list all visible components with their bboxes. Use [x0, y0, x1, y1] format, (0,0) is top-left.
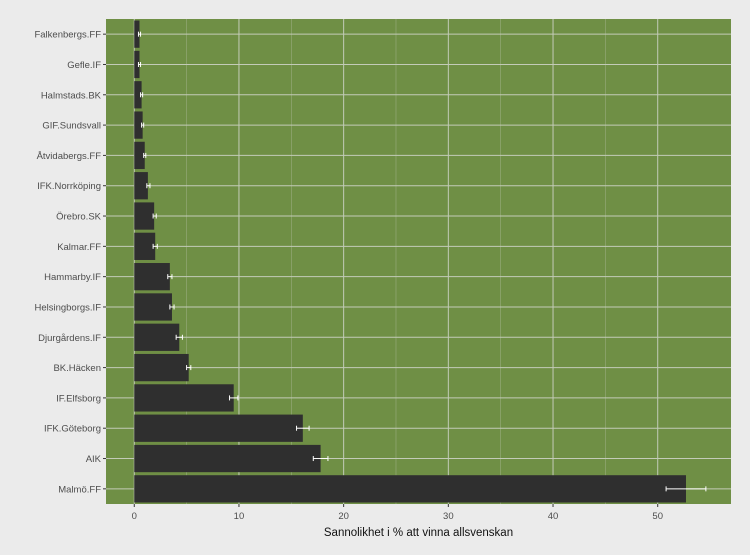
- y-tick-label: Gefle.IF: [67, 60, 101, 71]
- y-tick-label: GIF.Sundsvall: [42, 121, 101, 132]
- y-tick-label: IFK.Göteborg: [44, 424, 101, 435]
- bar: [134, 293, 172, 321]
- y-tick-label: Hammarby.IF: [44, 272, 101, 283]
- y-tick-label: IF.Elfsborg: [56, 393, 101, 404]
- y-tick-label: Kalmar.FF: [57, 242, 101, 253]
- bar: [134, 20, 140, 48]
- x-tick-label: 20: [338, 511, 349, 522]
- bar: [134, 444, 321, 473]
- y-tick-label: IFK.Norrköping: [37, 181, 101, 192]
- bar: [134, 384, 234, 412]
- bar: [134, 111, 143, 139]
- bar: [134, 232, 156, 260]
- y-tick-label: Halmstads.BK: [41, 90, 102, 101]
- bar: [134, 263, 170, 291]
- y-tick-label: Falkenbergs.FF: [34, 30, 101, 41]
- bar: [134, 141, 145, 170]
- x-tick-label: 0: [132, 511, 137, 522]
- bar: [134, 50, 140, 79]
- y-tick-label: Djurgårdens.IF: [38, 333, 101, 344]
- y-tick-label: Åtvidabergs.FF: [37, 151, 102, 162]
- bar: [134, 475, 686, 503]
- bar: [134, 414, 303, 442]
- bar: [134, 323, 180, 351]
- bar: [134, 81, 142, 109]
- bar: [134, 353, 189, 382]
- bar: [134, 172, 148, 200]
- y-tick-label: Örebro.SK: [56, 212, 102, 223]
- y-tick-label: AIK: [86, 454, 102, 465]
- x-axis-title: Sannolikhet i % att vinna allsvenskan: [324, 527, 513, 539]
- x-tick-label: 10: [234, 511, 245, 522]
- x-tick-label: 40: [548, 511, 559, 522]
- x-tick-label: 50: [652, 511, 663, 522]
- y-tick-label: BK.Häcken: [53, 363, 101, 374]
- bar: [134, 202, 155, 230]
- y-tick-label: Helsingborgs.IF: [34, 302, 101, 313]
- x-tick-label: 30: [443, 511, 454, 522]
- y-tick-label: Malmö.FF: [58, 484, 101, 495]
